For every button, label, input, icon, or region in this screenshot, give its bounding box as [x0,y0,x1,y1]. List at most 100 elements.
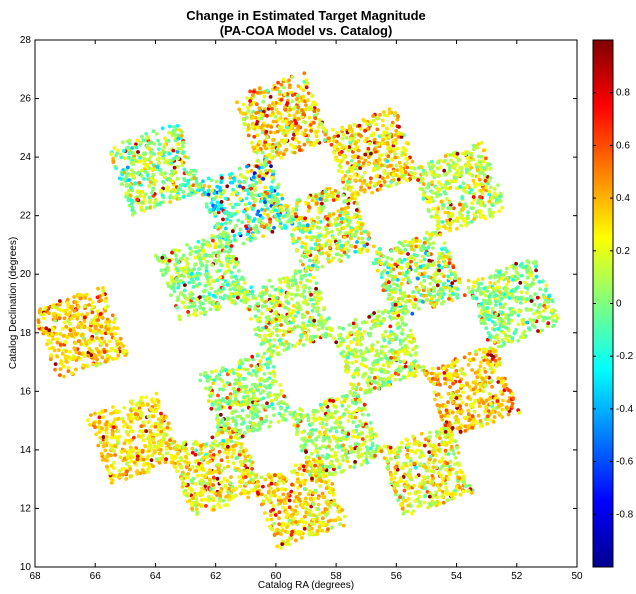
data-point [270,198,275,203]
data-point [455,417,460,422]
data-point [269,125,274,129]
data-point [485,422,490,426]
data-point [393,377,397,382]
data-point [295,249,299,253]
data-point [363,152,368,157]
data-point [466,160,471,165]
data-point [216,254,221,258]
data-point [168,200,173,204]
data-point [391,178,396,182]
data-point [126,155,131,160]
data-point [162,145,167,150]
data-point [260,116,264,120]
data-point [346,254,351,259]
data-point [369,370,374,375]
data-point [176,156,180,161]
data-point [446,414,450,419]
data-point [335,227,340,232]
data-point [388,163,392,168]
data-point [397,160,402,165]
data-point [300,241,305,245]
data-point [431,278,436,282]
data-point [157,258,162,263]
data-point [455,287,460,291]
data-point [471,357,476,361]
data-point [270,229,275,234]
data-point [267,278,272,283]
data-point [304,266,309,271]
data-point [483,178,488,183]
data-point [76,339,81,344]
data-point [465,167,469,172]
data-point [281,333,286,337]
data-point [368,122,372,127]
data-point [272,104,277,108]
data-point [335,243,340,248]
data-point [387,110,392,115]
data-point [362,179,367,183]
data-point [370,346,375,351]
data-point [130,208,135,213]
data-point [438,403,442,408]
data-point [490,357,495,361]
data-point [103,359,108,364]
data-point [295,131,299,136]
data-point [234,276,239,281]
data-point [250,93,255,97]
data-point [58,373,62,377]
data-point [274,186,278,190]
data-point [430,246,435,250]
data-point [533,292,537,297]
data-point [214,225,219,229]
data-point [302,142,307,147]
data-point [346,180,350,184]
data-point [501,398,505,403]
data-point [498,290,502,294]
data-point [228,287,233,292]
data-point [551,318,555,323]
data-point [149,150,153,155]
data-point [414,239,419,243]
data-point [160,260,165,264]
data-point [331,212,336,216]
data-point [480,159,485,164]
data-point [359,185,363,190]
data-point [295,324,300,329]
data-point [296,301,301,306]
data-point [240,220,245,225]
data-point [430,190,435,195]
data-point [280,128,284,132]
data-point [197,248,202,253]
data-point [244,176,249,181]
data-point [431,206,436,211]
data-point [471,195,476,199]
data-point [66,369,71,373]
data-point [365,248,370,253]
data-point [127,182,132,187]
data-point [55,340,60,345]
data-point [482,355,487,359]
data-point [297,269,302,274]
data-point [406,256,411,261]
data-point [246,123,251,128]
data-point [410,247,414,252]
data-point [174,127,179,132]
data-point [479,281,484,286]
data-point [240,174,245,179]
data-point [242,180,247,185]
data-point [220,263,224,268]
data-point [506,412,511,417]
data-point [270,299,275,303]
data-point [353,354,357,359]
data-point [171,148,176,153]
data-point [393,287,398,291]
data-point [290,93,295,97]
data-point [405,178,409,183]
data-point [248,99,253,103]
data-point [355,145,360,149]
data-point [413,359,418,364]
data-point [245,96,249,100]
data-point [345,170,350,174]
data-point [95,357,99,362]
data-point [336,344,340,349]
